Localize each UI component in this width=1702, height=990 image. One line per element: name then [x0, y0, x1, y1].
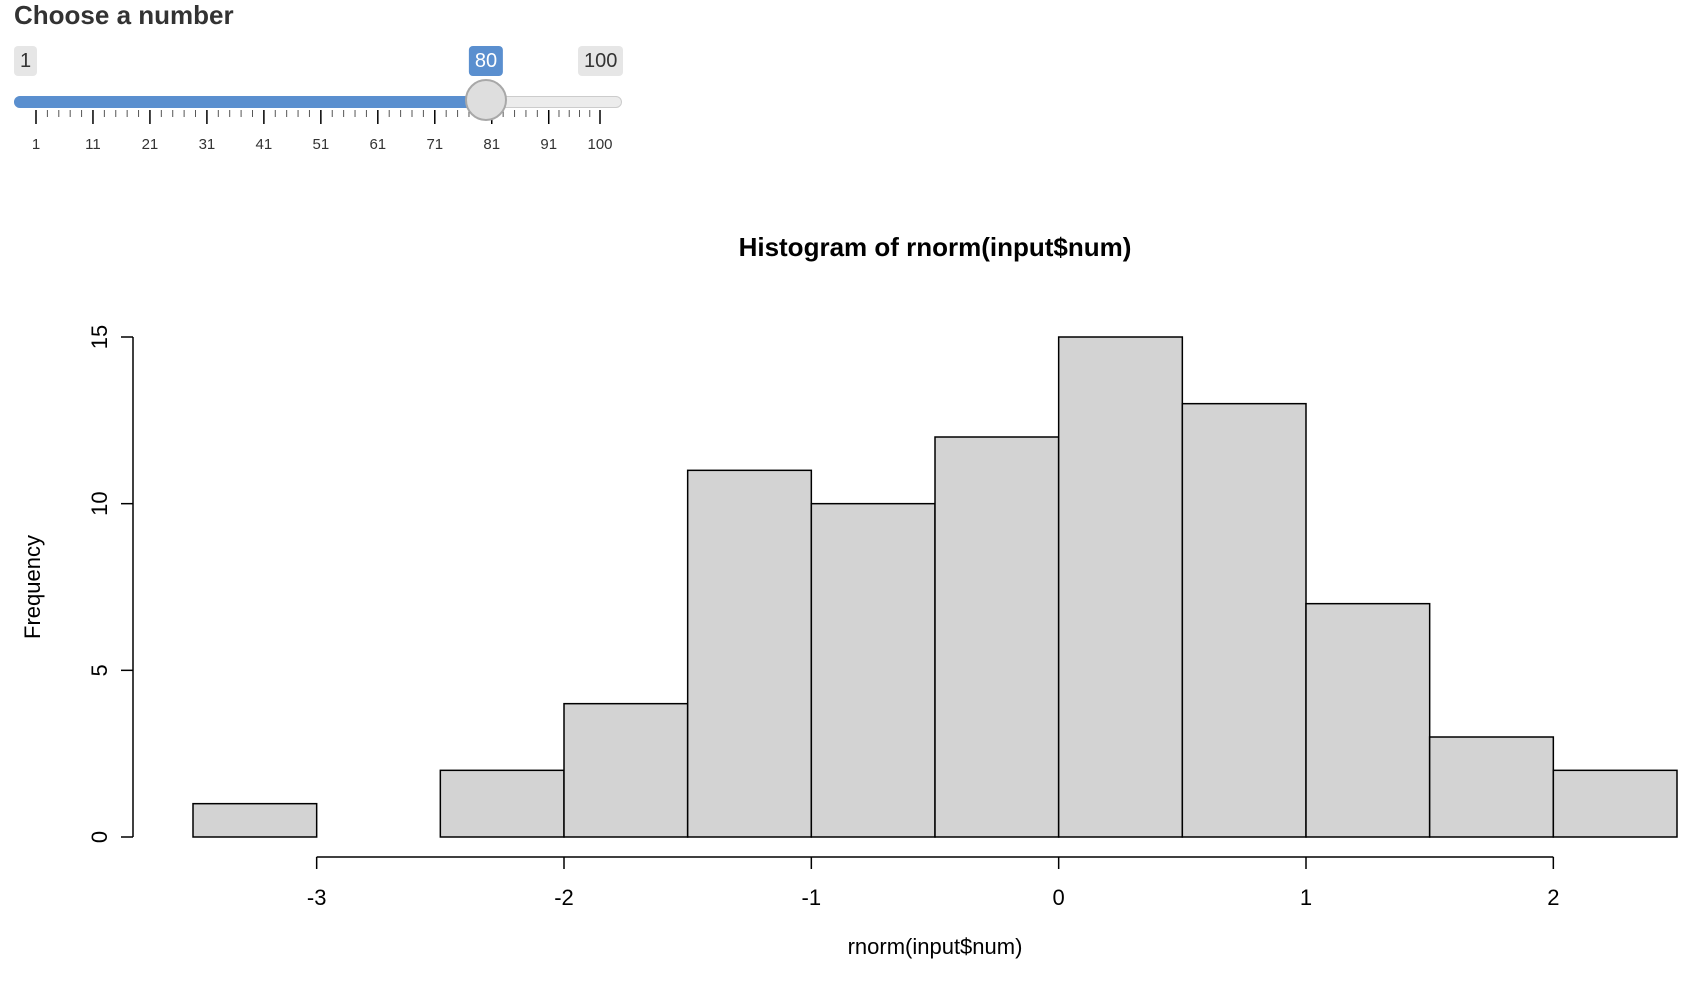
slider-tick-label: 71: [426, 136, 444, 153]
slider-max-label: 100: [578, 46, 624, 76]
slider-value-label: 80: [468, 46, 504, 76]
slider-track-fill[interactable]: [14, 96, 487, 108]
slider-tick-label: 41: [255, 136, 273, 153]
slider-tick-label: 81: [483, 136, 501, 153]
slider-tick-label: 100: [587, 136, 613, 153]
x-axis-label: rnorm(input$num): [848, 934, 1023, 959]
y-axis-label: Frequency: [20, 535, 45, 639]
slider-tick-label: 31: [198, 136, 216, 153]
slider-label: Choose a number: [14, 0, 234, 30]
y-tick-label: 0: [87, 831, 112, 843]
x-tick-label: -2: [554, 885, 574, 910]
histogram-bar: [439, 769, 565, 838]
histogram-bar: [1428, 736, 1555, 838]
histogram-svg: Histogram of rnorm(input$num) rnorm(inpu…: [20, 232, 1678, 959]
slider-tick-label: 1: [31, 136, 41, 153]
histogram-bar: [563, 702, 689, 838]
x-tick-label: -3: [307, 885, 327, 910]
y-tick-label: 10: [87, 491, 112, 515]
slider-tick-label: 51: [312, 136, 330, 153]
x-tick-label: 1: [1300, 885, 1312, 910]
x-tick-label: -1: [802, 885, 822, 910]
slider-handle[interactable]: [465, 79, 508, 121]
histogram-bar: [192, 802, 318, 838]
histogram-bars: [192, 336, 1678, 838]
number-slider[interactable]: 1 100 80 1 11 21 31 41 51 61 71 81 91 100: [14, 40, 624, 160]
histogram-bar: [810, 502, 936, 838]
histogram-bar: [934, 436, 1060, 838]
histogram-bar: [1305, 602, 1431, 838]
chart-title: Histogram of rnorm(input$num): [739, 232, 1132, 262]
histogram-plot: Histogram of rnorm(input$num) rnorm(inpu…: [0, 210, 1702, 990]
slider-tick-label: 11: [85, 136, 101, 153]
x-axis: -3 -2 -1 0 1 2: [307, 856, 1559, 910]
slider-min-label: 1: [14, 46, 38, 76]
y-tick-label: 15: [87, 325, 112, 349]
slider-tick-label: 91: [540, 136, 558, 153]
histogram-bar: [686, 469, 813, 838]
x-tick-label: 2: [1547, 885, 1559, 910]
slider-tick-label: 61: [369, 136, 387, 153]
slider-tick-label: 21: [141, 136, 159, 153]
histogram-bar: [1057, 336, 1184, 838]
x-tick-label: 0: [1053, 885, 1065, 910]
slider-tick-marks: [35, 110, 601, 124]
histogram-bar: [1552, 769, 1678, 838]
y-tick-label: 5: [87, 664, 112, 676]
histogram-bar: [1181, 402, 1307, 838]
y-axis: 0 5 10 15: [87, 325, 134, 843]
